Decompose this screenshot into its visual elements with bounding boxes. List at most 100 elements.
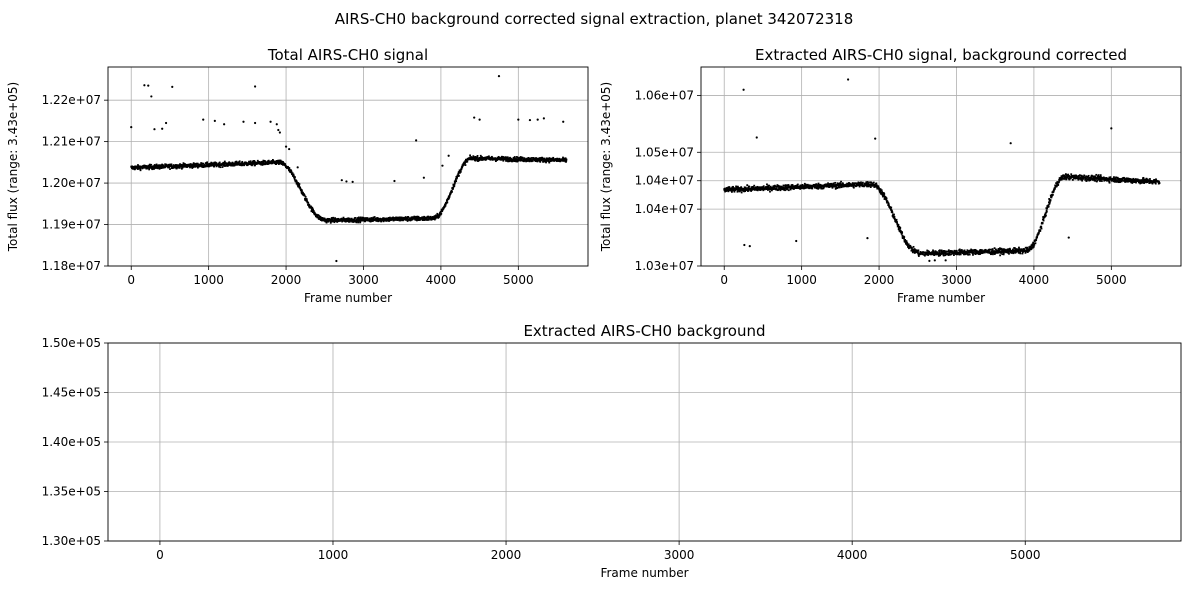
data-point [504, 156, 507, 159]
data-point [452, 188, 454, 190]
data-point [1158, 182, 1161, 185]
data-point [901, 231, 904, 234]
data-point [454, 181, 456, 184]
data-point [1158, 180, 1160, 183]
data-point [1045, 210, 1048, 213]
data-point [815, 186, 818, 189]
data-point [264, 163, 267, 166]
plot-frame-total [107, 66, 589, 267]
data-point [185, 166, 188, 168]
data-point [195, 162, 198, 165]
data-point [938, 249, 941, 252]
data-point [875, 182, 878, 185]
data-point [455, 178, 457, 180]
data-point [953, 254, 955, 256]
data-point [926, 253, 928, 256]
data-point [956, 251, 959, 254]
data-point [757, 188, 760, 191]
data-point [227, 164, 230, 167]
outlier-point [755, 136, 758, 139]
data-point [993, 247, 996, 250]
data-point [186, 166, 189, 168]
data-point [808, 187, 811, 190]
data-point [790, 184, 793, 187]
data-point [760, 186, 763, 189]
data-point [430, 216, 433, 219]
data-point [526, 157, 528, 160]
outlier-point [153, 128, 156, 131]
data-point [139, 169, 142, 172]
data-point [1116, 179, 1119, 182]
data-point [507, 158, 510, 161]
data-point [476, 156, 478, 159]
data-point [810, 187, 812, 190]
data-point [803, 182, 806, 185]
data-point [762, 185, 765, 188]
data-point [514, 160, 517, 163]
data-point [419, 218, 422, 221]
data-point [342, 216, 345, 219]
data-point [1113, 178, 1116, 181]
data-point [550, 159, 553, 162]
data-point [907, 247, 910, 250]
data-point [519, 156, 522, 158]
data-point [249, 160, 252, 163]
data-point [545, 157, 548, 160]
data-point [953, 252, 956, 255]
data-point [784, 184, 787, 187]
outlier-point [944, 259, 947, 262]
data-point [1110, 179, 1113, 182]
data-point [270, 161, 273, 164]
data-point [1044, 212, 1047, 215]
data-point [1081, 179, 1084, 182]
data-point [1142, 180, 1145, 183]
data-point [1121, 179, 1124, 182]
data-point [792, 185, 795, 188]
data-point [275, 163, 278, 165]
data-point [785, 184, 788, 187]
data-point [214, 161, 217, 164]
data-point [258, 162, 261, 165]
data-point [407, 216, 410, 218]
data-point [1081, 175, 1083, 178]
data-point [358, 219, 361, 222]
data-point [1048, 201, 1050, 204]
data-point [897, 228, 900, 231]
data-point [756, 189, 759, 192]
data-point [319, 219, 322, 221]
data-point [969, 250, 972, 252]
data-point [727, 190, 730, 193]
data-point [463, 161, 466, 164]
data-point [890, 206, 893, 209]
data-point [1085, 179, 1088, 182]
data-point [837, 182, 840, 185]
data-point [476, 154, 479, 157]
data-point [820, 186, 823, 189]
outlier-point [473, 116, 476, 119]
data-point [318, 218, 321, 220]
data-point [1058, 181, 1060, 184]
data-point [226, 162, 228, 165]
data-point [815, 184, 817, 187]
x-tick-label: 4000 [837, 548, 868, 562]
y-tick-label: 1.45e+05 [42, 386, 101, 400]
data-point [540, 159, 543, 162]
data-point [933, 251, 935, 254]
data-point [869, 186, 872, 188]
data-point [306, 200, 308, 202]
data-point [1054, 184, 1057, 187]
data-point [491, 155, 493, 158]
data-point [837, 184, 839, 187]
data-point [799, 186, 801, 189]
data-point [910, 247, 913, 249]
data-point [813, 185, 816, 188]
data-point [737, 188, 740, 191]
data-point [218, 164, 221, 167]
data-point [446, 201, 449, 204]
data-point [743, 186, 746, 189]
data-point [876, 187, 879, 190]
data-point [294, 176, 296, 179]
chart-title-background: Extracted AIRS-CH0 background [523, 322, 765, 340]
data-point [473, 157, 476, 160]
data-point [897, 224, 900, 226]
